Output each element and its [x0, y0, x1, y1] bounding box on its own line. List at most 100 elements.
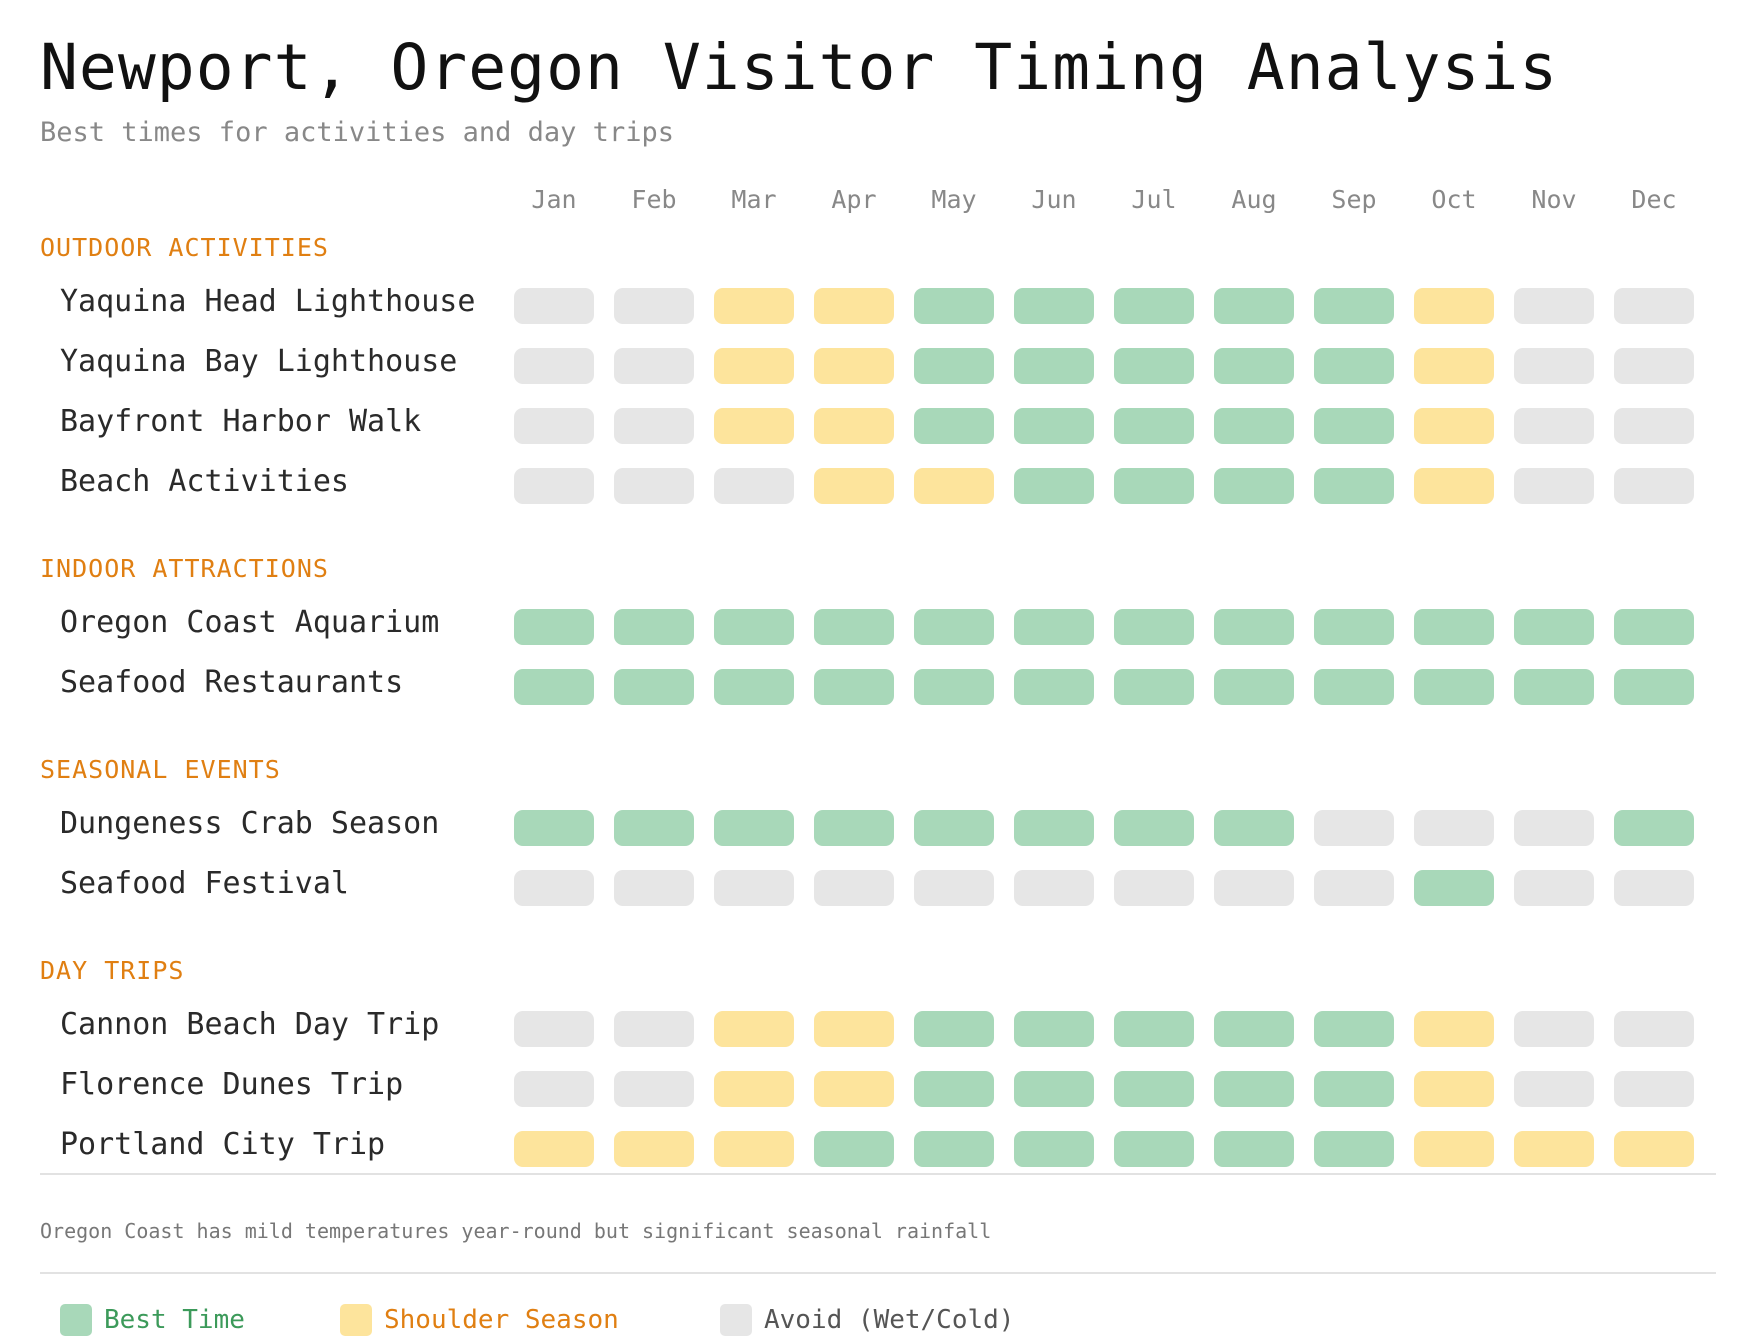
row-label: Oregon Coast Aquarium [60, 605, 440, 640]
heatmap-cell-shoulder [1414, 1071, 1494, 1107]
heatmap-cell-avoid [514, 1011, 594, 1047]
heatmap-cell-best [1314, 288, 1394, 324]
heatmap-cell-shoulder [1414, 1131, 1494, 1167]
heatmap-cell-best [1114, 810, 1194, 846]
heatmap-cell-avoid [1314, 870, 1394, 906]
heatmap-cell-avoid [1614, 1011, 1694, 1047]
month-header-dec: Dec [1631, 185, 1677, 214]
row-label: Yaquina Head Lighthouse [60, 284, 476, 319]
heatmap-cell-best [514, 810, 594, 846]
heatmap-cell-shoulder [1414, 408, 1494, 444]
heatmap-cell-avoid [814, 870, 894, 906]
heatmap-cell-avoid [714, 468, 794, 504]
page-subtitle: Best times for activities and day trips [40, 117, 674, 148]
heatmap-cell-best [1014, 408, 1094, 444]
legend-label: Shoulder Season [384, 1305, 619, 1335]
row-label: Beach Activities [60, 464, 349, 499]
heatmap-cell-best [914, 408, 994, 444]
heatmap-cell-best [914, 1011, 994, 1047]
heatmap-cell-best [1214, 669, 1294, 705]
heatmap-cell-avoid [1614, 288, 1694, 324]
section-title: DAY TRIPS [40, 956, 185, 985]
row-label: Cannon Beach Day Trip [60, 1007, 440, 1042]
heatmap-cell-avoid [714, 870, 794, 906]
heatmap-cell-best [914, 288, 994, 324]
heatmap-cell-best [1514, 669, 1594, 705]
heatmap-cell-best [714, 810, 794, 846]
heatmap-cell-avoid [1314, 810, 1394, 846]
heatmap-cell-avoid [514, 1071, 594, 1107]
heatmap-cell-best [1114, 609, 1194, 645]
month-header-feb: Feb [631, 185, 677, 214]
heatmap-cell-shoulder [814, 1011, 894, 1047]
heatmap-cell-avoid [1614, 1071, 1694, 1107]
month-header-oct: Oct [1431, 185, 1477, 214]
heatmap-cell-avoid [514, 870, 594, 906]
heatmap-cell-best [914, 669, 994, 705]
heatmap-cell-best [1214, 810, 1294, 846]
heatmap-cell-best [814, 609, 894, 645]
section-title: SEASONAL EVENTS [40, 755, 281, 784]
heatmap-cell-best [914, 1131, 994, 1167]
heatmap-cell-avoid [1514, 1011, 1594, 1047]
month-header-apr: Apr [831, 185, 877, 214]
month-header-jun: Jun [1031, 185, 1077, 214]
heatmap-cell-best [1114, 348, 1194, 384]
heatmap-cell-best [1614, 810, 1694, 846]
row-label: Florence Dunes Trip [60, 1067, 404, 1102]
legend-label: Avoid (Wet/Cold) [764, 1305, 1015, 1335]
heatmap-cell-best [1014, 669, 1094, 705]
heatmap-cell-shoulder [814, 288, 894, 324]
heatmap-cell-avoid [1514, 810, 1594, 846]
heatmap-cell-best [1214, 288, 1294, 324]
heatmap-cell-best [1614, 669, 1694, 705]
heatmap-cell-best [1314, 1011, 1394, 1047]
heatmap-cell-shoulder [1614, 1131, 1694, 1167]
row-label: Seafood Festival [60, 866, 349, 901]
footnote: Oregon Coast has mild temperatures year-… [40, 1219, 992, 1243]
heatmap-cell-best [614, 609, 694, 645]
heatmap-cell-best [1414, 669, 1494, 705]
month-header-jan: Jan [531, 185, 577, 214]
heatmap-cell-avoid [1614, 408, 1694, 444]
heatmap-cell-avoid [614, 1011, 694, 1047]
heatmap-cell-best [1314, 1071, 1394, 1107]
heatmap-cell-best [1414, 870, 1494, 906]
heatmap-cell-avoid [514, 468, 594, 504]
heatmap-cell-shoulder [914, 468, 994, 504]
divider-top [40, 1173, 1716, 1175]
heatmap-cell-best [1314, 468, 1394, 504]
heatmap-cell-best [1114, 1071, 1194, 1107]
heatmap-cell-shoulder [814, 1071, 894, 1107]
heatmap-cell-best [1014, 348, 1094, 384]
heatmap-cell-avoid [1514, 408, 1594, 444]
heatmap-cell-shoulder [714, 1071, 794, 1107]
heatmap-cell-avoid [1514, 870, 1594, 906]
heatmap-cell-best [1014, 609, 1094, 645]
heatmap-cell-shoulder [714, 1011, 794, 1047]
heatmap-cell-avoid [614, 288, 694, 324]
heatmap-cell-avoid [514, 288, 594, 324]
legend-item-shoulder: Shoulder Season [340, 1304, 619, 1336]
heatmap-cell-avoid [1614, 870, 1694, 906]
heatmap-cell-shoulder [1414, 288, 1494, 324]
row-label: Dungeness Crab Season [60, 806, 440, 841]
heatmap-cell-shoulder [814, 468, 894, 504]
heatmap-cell-avoid [1514, 288, 1594, 324]
heatmap-cell-avoid [514, 348, 594, 384]
heatmap-cell-best [1014, 288, 1094, 324]
heatmap-cell-best [1214, 468, 1294, 504]
heatmap-cell-best [714, 669, 794, 705]
heatmap-cell-shoulder [714, 1131, 794, 1167]
heatmap-cell-best [1314, 408, 1394, 444]
heatmap-cell-avoid [514, 408, 594, 444]
heatmap-cell-best [814, 810, 894, 846]
heatmap-cell-best [1014, 1071, 1094, 1107]
heatmap-cell-avoid [614, 468, 694, 504]
heatmap-cell-shoulder [514, 1131, 594, 1167]
heatmap-cell-best [914, 609, 994, 645]
heatmap-cell-best [1114, 669, 1194, 705]
heatmap-cell-best [1014, 810, 1094, 846]
heatmap-cell-best [814, 1131, 894, 1167]
